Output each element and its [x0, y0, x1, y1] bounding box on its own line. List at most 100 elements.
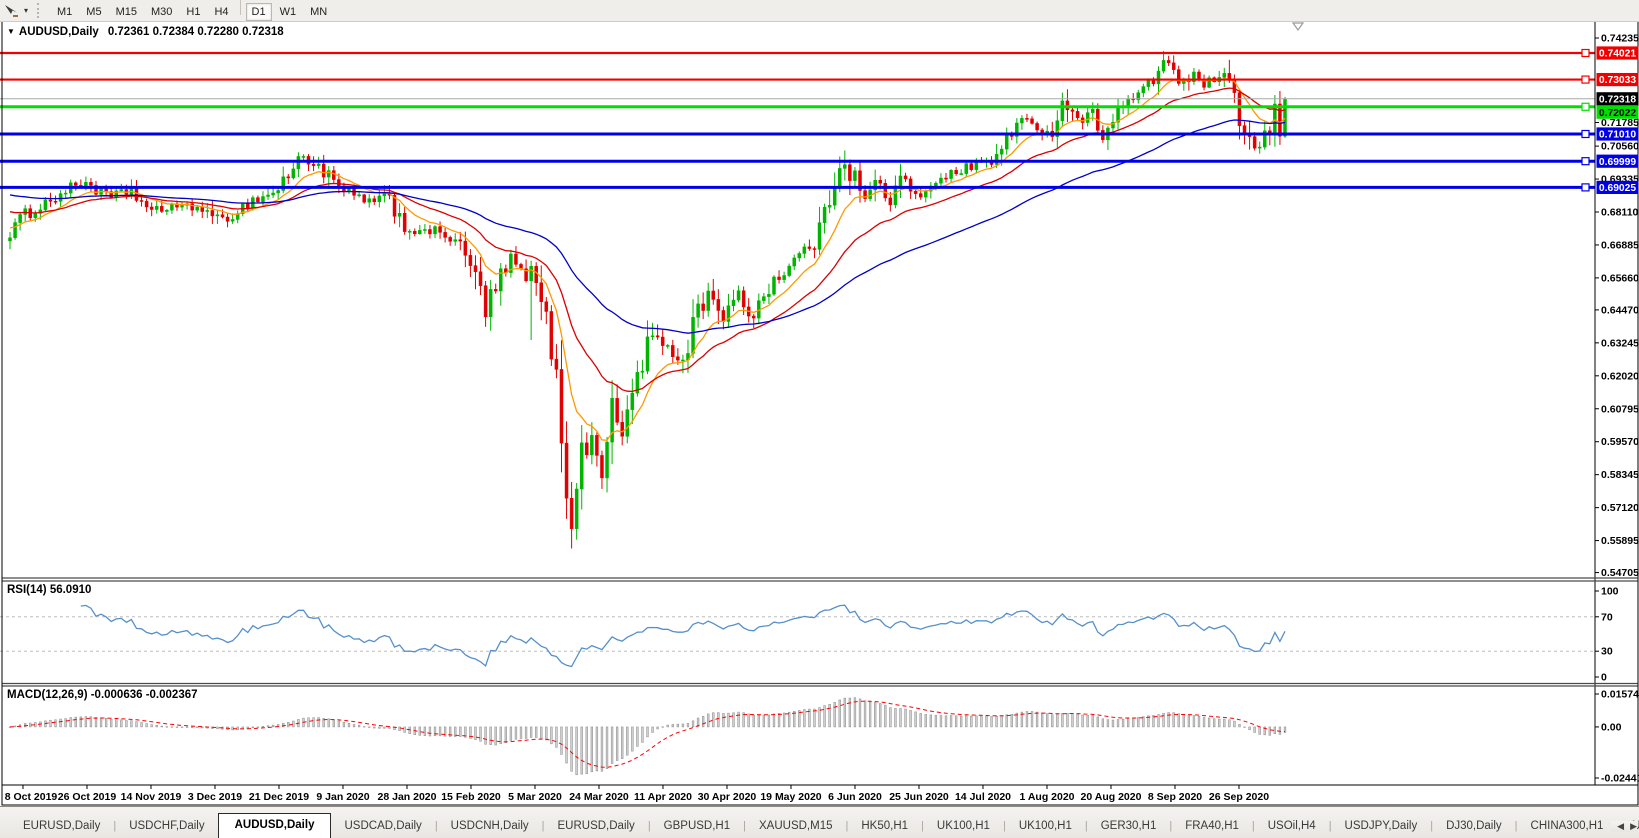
candle-body	[225, 216, 230, 222]
candle-body	[908, 178, 913, 192]
chart-tab-eurusd-daily[interactable]: EURUSD,Daily	[557, 820, 635, 832]
candle-body	[74, 182, 78, 186]
price-chart-svg[interactable]: 0.742350.717850.705600.693350.681100.668…	[0, 0, 1639, 806]
candle-body	[438, 226, 442, 233]
line-anchor-square[interactable]	[1581, 157, 1590, 166]
timeframe-button-mn[interactable]: MN	[304, 3, 333, 21]
macd-histogram-bar	[317, 717, 320, 728]
macd-histogram-bar	[833, 702, 836, 728]
candle-body	[1252, 136, 1257, 149]
macd-histogram-bar	[130, 720, 133, 728]
timeframe-button-m1[interactable]: M1	[51, 3, 78, 21]
macd-histogram-bar	[99, 717, 103, 728]
candle-body	[939, 177, 943, 184]
candle-body	[549, 311, 554, 360]
macd-histogram-bar	[626, 726, 629, 756]
candle-body	[139, 200, 144, 202]
cursor-tool-icon[interactable]	[2, 3, 20, 19]
candle-body	[1237, 92, 1242, 126]
chart-tab-gbpusd-h1[interactable]: GBPUSD,H1	[663, 820, 731, 832]
timeframe-button-m5[interactable]: M5	[80, 3, 107, 21]
chart-tab-ger30-h1[interactable]: GER30,H1	[1100, 820, 1157, 832]
chart-tab-eurusd-daily[interactable]: EURUSD,Daily	[23, 820, 101, 832]
macd-histogram-bar	[1283, 726, 1287, 733]
chart-tab-china300-h1[interactable]: CHINA300,H1	[1530, 820, 1604, 832]
timeframe-button-h4[interactable]: H4	[208, 3, 234, 21]
tool-dropdown-arrow-icon[interactable]: ▾	[23, 6, 28, 15]
chart-tab-usdcnh-daily[interactable]: USDCNH,Daily	[450, 820, 529, 832]
macd-histogram-bar	[196, 726, 199, 728]
macd-histogram-bar	[1096, 716, 1099, 728]
macd-histogram-bar	[1238, 724, 1241, 728]
candle-body	[428, 229, 432, 235]
chart-tab-hk50-h1[interactable]: HK50,H1	[861, 820, 909, 832]
price-line-tag-text: 0.71010	[1599, 130, 1636, 141]
candle-body	[1161, 60, 1166, 72]
candle-body	[777, 276, 781, 280]
candle-body	[888, 197, 893, 206]
tab-scroll-right-icon[interactable]: ▶	[1630, 821, 1637, 831]
candle-body	[1171, 62, 1176, 70]
line-anchor-square[interactable]	[1581, 48, 1590, 58]
tab-scroll-left-icon[interactable]: ◀	[1617, 821, 1625, 831]
macd-histogram-bar	[150, 724, 153, 728]
macd-histogram-bar	[560, 726, 563, 755]
candle-body	[58, 193, 63, 202]
macd-histogram-bar	[388, 726, 391, 729]
candle-body	[347, 188, 351, 192]
date-label: 9 Jan 2020	[316, 791, 369, 803]
candle-body	[605, 441, 609, 479]
timeframe-button-w1[interactable]: W1	[274, 3, 303, 21]
candle-body	[38, 209, 43, 214]
chart-tab-uk100-h1[interactable]: UK100,H1	[1018, 820, 1072, 832]
candle-body	[868, 189, 872, 199]
candle-body	[721, 310, 726, 322]
price-line-tag-text: 0.73033	[1599, 75, 1636, 86]
candle-body	[812, 248, 817, 250]
chart-tab-audusd-daily[interactable]: AUDUSD,Daily	[217, 813, 332, 838]
candle-body	[1030, 118, 1034, 124]
macd-histogram-bar	[368, 726, 371, 728]
chart-tab-uk100-h1[interactable]: UK100,H1	[936, 820, 990, 832]
chart-tab-usdcad-daily[interactable]: USDCAD,Daily	[344, 820, 422, 832]
chart-tab-dj30-daily[interactable]: DJ30,Daily	[1446, 820, 1502, 832]
chart-tab-usdjpy-daily[interactable]: USDJPY,Daily	[1344, 820, 1418, 832]
macd-histogram-bar	[960, 715, 963, 728]
price-tick-label: 0.64470	[1601, 304, 1639, 316]
timeframe-button-h1[interactable]: H1	[180, 3, 206, 21]
line-anchor-square[interactable]	[1581, 183, 1590, 192]
chart-tab-xauusd-m15[interactable]: XAUUSD,M15	[759, 820, 833, 832]
chart-tab-fra40-h1[interactable]: FRA40,H1	[1185, 820, 1239, 832]
candle-body	[999, 148, 1004, 155]
macd-histogram-bar	[1243, 726, 1246, 728]
line-anchor-square[interactable]	[1581, 129, 1590, 139]
timeframe-button-d1[interactable]: D1	[245, 3, 272, 21]
line-anchor-square[interactable]	[1581, 75, 1590, 84]
macd-histogram-bar	[180, 726, 184, 728]
price-line-tag	[1596, 105, 1639, 119]
date-label: 19 May 2020	[760, 791, 821, 803]
chart-tab-usdchf-daily[interactable]: USDCHF,Daily	[129, 820, 205, 832]
chart-tab-usoil-h4[interactable]: USOil,H4	[1267, 820, 1316, 832]
macd-histogram-bar	[681, 723, 685, 728]
candle-body	[539, 282, 543, 302]
macd-histogram-bar	[352, 724, 356, 728]
candle-body	[119, 189, 124, 192]
macd-histogram-bar	[919, 713, 922, 728]
macd-histogram-bar	[1218, 718, 1221, 728]
macd-histogram-bar	[1172, 712, 1175, 728]
macd-histogram-bar	[909, 710, 912, 728]
macd-histogram-bar	[519, 726, 523, 739]
date-label: 6 Jun 2020	[828, 791, 882, 803]
macd-histogram-bar	[944, 715, 948, 728]
candle-body	[160, 206, 164, 212]
collapse-triangle-icon[interactable]: ▼	[7, 27, 15, 36]
macd-histogram-bar	[1207, 717, 1211, 728]
line-anchor-square[interactable]	[1581, 102, 1590, 111]
candle-body	[43, 199, 48, 211]
macd-histogram-bar	[965, 715, 968, 728]
timeframe-button-m30[interactable]: M30	[145, 3, 178, 21]
timeframe-button-m15[interactable]: M15	[110, 3, 143, 21]
candle-body	[215, 214, 220, 217]
candle-body	[357, 194, 361, 197]
